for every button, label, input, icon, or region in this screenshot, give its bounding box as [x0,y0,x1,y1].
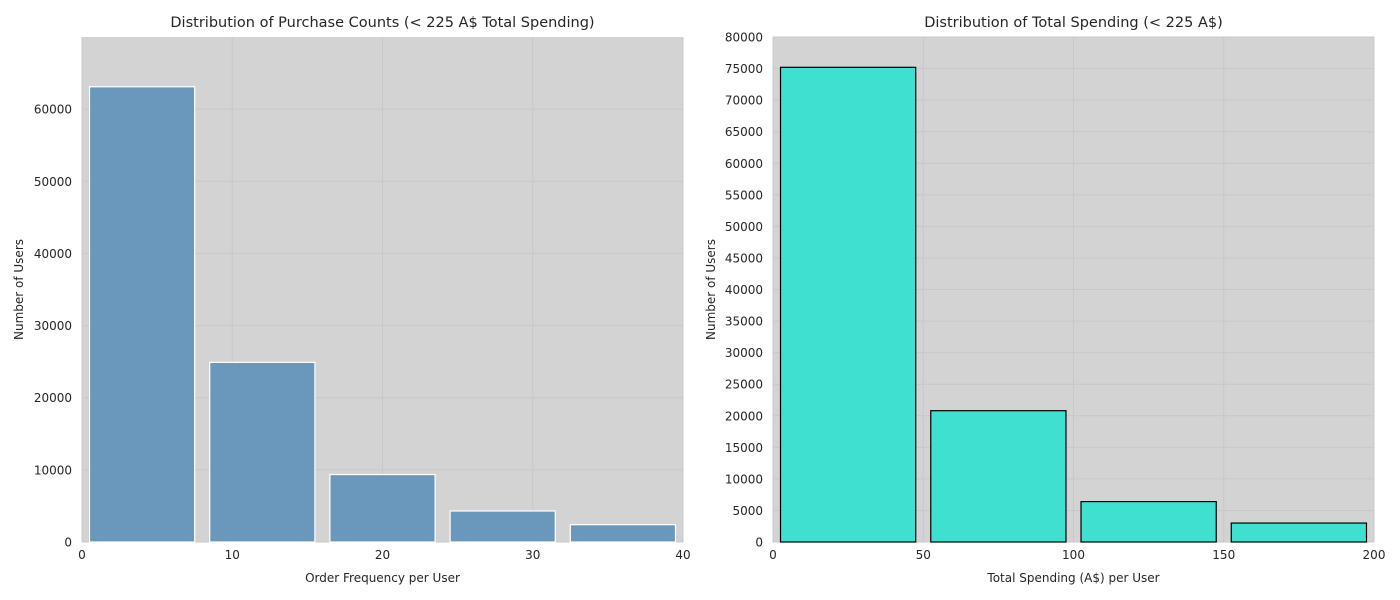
purchase-counts-chart: 0 10 20 30 40 0 10000 20000 30000 40000 50000 60000… [12,15,691,585]
total-spending-x-tick-label: 150 [1212,548,1235,562]
total-spending-y-tick-label: 25000 [725,378,763,392]
purchase-counts-y-tick-label: 10000 [34,463,72,477]
total-spending-y-tick-label: 70000 [725,94,763,108]
purchase-counts-y-tick-label: 50000 [34,175,72,189]
total-spending-y-tick-label: 15000 [725,441,763,455]
purchase-counts-x-tick-label: 0 [78,548,86,562]
total-spending-bar-3 [1080,501,1217,543]
purchase-counts-bar-4 [449,510,556,543]
total-spending-title: Distribution of Total Spending (< 225 A$… [924,15,1223,31]
purchase-counts-bar-5 [569,524,677,543]
total-spending-x-tick-label: 200 [1363,548,1386,562]
purchase-counts-x-tick-label: 40 [675,548,690,562]
total-spending-x-tick-label: 100 [1062,548,1085,562]
total-spending-y-tick-label: 45000 [725,251,763,265]
purchase-counts-bar-3 [329,473,436,543]
total-spending-y-tick-label: 75000 [725,62,763,76]
total-spending-y-tick-label: 5000 [732,504,763,518]
total-spending-y-tick-label: 65000 [725,125,763,139]
purchase-counts-y-tick-label: 40000 [34,247,72,261]
purchase-counts-y-tick-label: 20000 [34,391,72,405]
purchase-counts-x-tick-label: 20 [375,548,390,562]
total-spending-x-tick-label: 50 [916,548,931,562]
total-spending-y-tick-label: 20000 [725,409,763,423]
purchase-counts-y-tick-label: 0 [64,536,72,550]
total-spending-y-tick-label: 10000 [725,472,763,486]
total-spending-x-tick-label: 0 [769,548,777,562]
total-spending-y-tick-label: 0 [755,536,763,550]
total-spending-y-tick-label: 35000 [725,315,763,329]
total-spending-y-tick-label: 55000 [725,188,763,202]
purchase-counts-x-tick-label: 30 [525,548,540,562]
total-spending-bar-2 [930,410,1067,543]
total-spending-y-tick-label: 30000 [725,346,763,360]
purchase-counts-y-tick-label: 30000 [34,319,72,333]
total-spending-bar-4 [1230,522,1368,543]
total-spending-y-axis-label: Number of Users [704,239,718,340]
total-spending-y-tick-label: 50000 [725,220,763,234]
total-spending-bar-1 [779,66,917,543]
total-spending-y-tick-label: 40000 [725,283,763,297]
purchase-counts-y-tick-label: 60000 [34,103,72,117]
total-spending-y-tick-label: 80000 [725,31,763,45]
purchase-counts-x-axis-label: Order Frequency per User [305,571,460,585]
purchase-counts-bar-2 [209,361,316,543]
purchase-counts-title: Distribution of Purchase Counts (< 225 A… [170,15,594,31]
purchase-counts-x-tick-label: 10 [225,548,240,562]
total-spending-chart: 0 50 100 150 200 0 5000 10000 15000 20000 25000 300… [704,15,1385,585]
purchase-counts-y-axis-label: Number of Users [12,239,26,340]
total-spending-y-tick-label: 60000 [725,157,763,171]
purchase-counts-bar-1 [88,86,196,543]
total-spending-x-axis-label: Total Spending (A$) per User [986,571,1159,585]
